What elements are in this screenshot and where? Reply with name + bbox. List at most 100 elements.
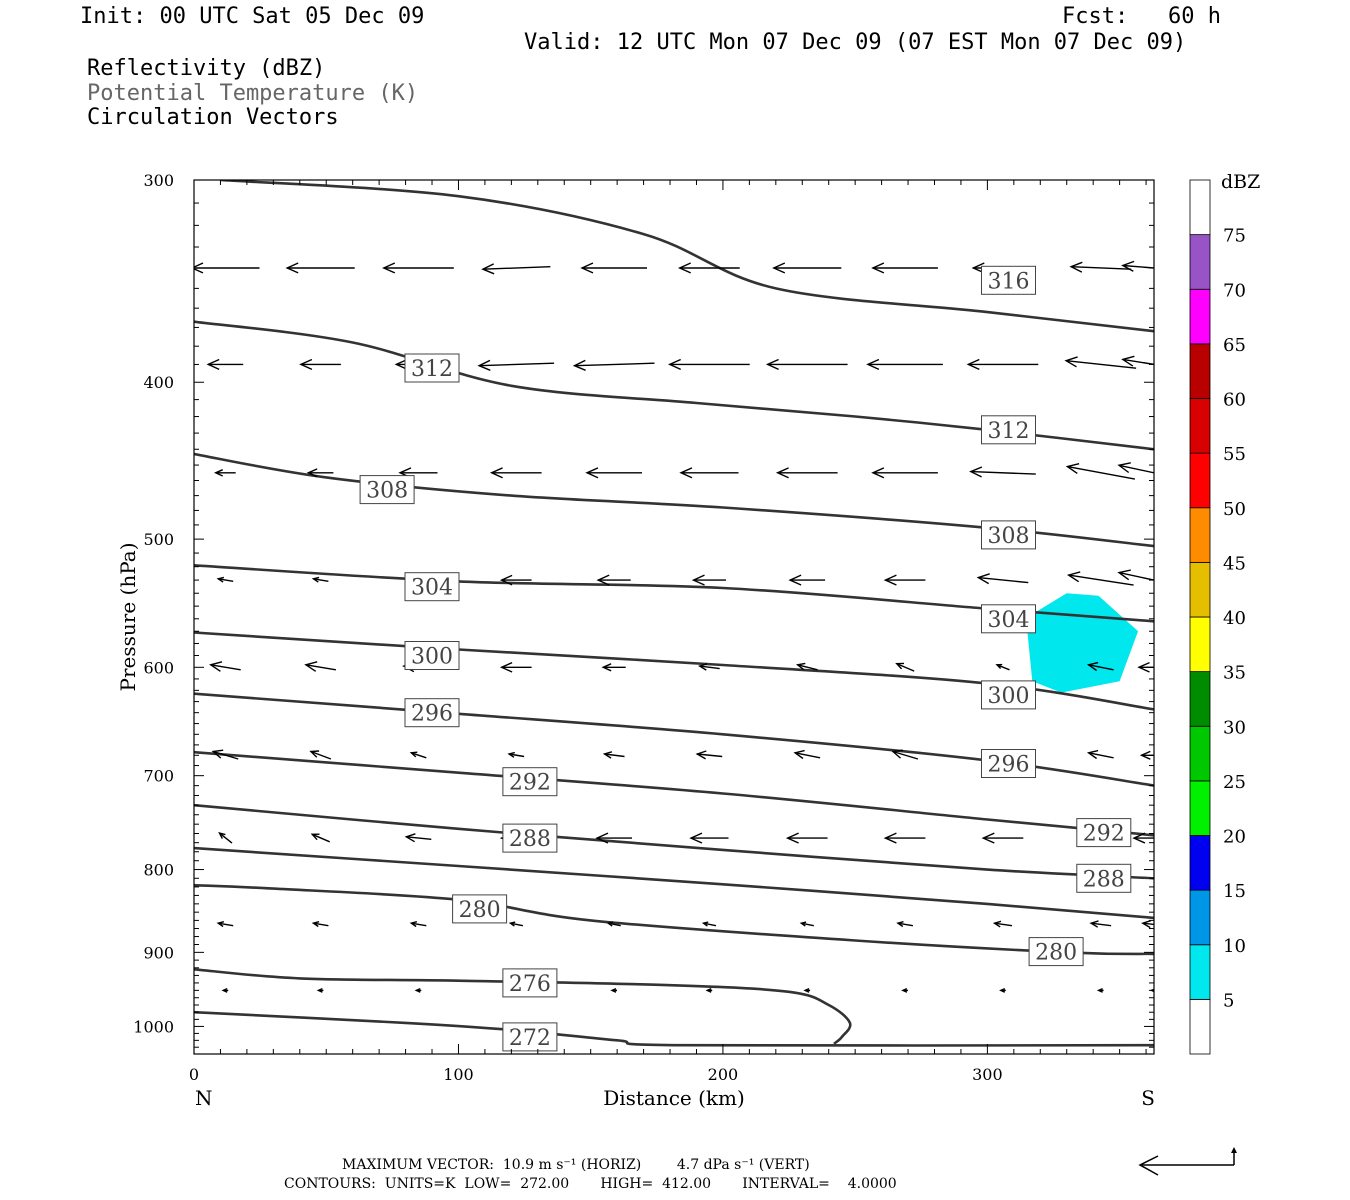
isentrope-label: 272 xyxy=(502,1022,558,1052)
circulation-vector xyxy=(966,358,1039,371)
circulation-vector xyxy=(1069,261,1132,273)
circulation-vector xyxy=(883,832,926,844)
field-reflectivity: Reflectivity (dBZ) xyxy=(87,56,326,81)
circulation-vector xyxy=(285,262,355,274)
circulation-vector xyxy=(871,262,938,274)
circulation-vector xyxy=(799,921,814,927)
isentrope-label: 304 xyxy=(981,604,1036,634)
circulation-vector xyxy=(311,576,329,583)
circulation-vector xyxy=(209,661,241,672)
circulation-vector xyxy=(216,576,234,583)
circulation-vector xyxy=(1121,260,1154,272)
colorbar-label: 50 xyxy=(1223,499,1246,520)
circulation-vector xyxy=(213,469,236,477)
circulation-vector xyxy=(895,662,915,672)
isentrope-label: 312 xyxy=(981,415,1036,445)
circulation-vector xyxy=(194,262,260,274)
footer-maximum-vector: MAXIMUM VECTOR: 10.9 m s⁻¹ (HORIZ) 4.7 d… xyxy=(342,1157,810,1173)
colorbar-box xyxy=(1189,179,1211,236)
circulation-vector xyxy=(871,467,938,479)
svg-text:312: 312 xyxy=(411,357,453,382)
circulation-vector xyxy=(765,358,848,371)
circulation-vector xyxy=(221,987,229,993)
circulation-vector xyxy=(580,262,647,274)
circulation-vector xyxy=(299,358,341,371)
circulation-vector xyxy=(705,987,713,993)
isentrope-272 xyxy=(194,1010,1154,1047)
isentrope-label: 288 xyxy=(502,823,558,853)
svg-text:292: 292 xyxy=(1083,822,1125,847)
svg-text:316: 316 xyxy=(988,269,1030,294)
svg-text:292: 292 xyxy=(509,771,551,796)
circulation-vector xyxy=(691,574,726,586)
colorbar-label: 10 xyxy=(1223,936,1246,957)
svg-text:300: 300 xyxy=(988,684,1030,709)
circulation-vector xyxy=(206,358,244,371)
colorbar-label: 25 xyxy=(1223,772,1246,793)
circulation-vector xyxy=(572,359,655,371)
svg-text:300: 300 xyxy=(411,645,453,670)
circulation-vector xyxy=(304,661,337,672)
circulation-vector xyxy=(1066,571,1134,586)
isentrope-292 xyxy=(194,750,1154,837)
circulation-vector xyxy=(310,833,330,843)
isentrope-label: 308 xyxy=(359,475,415,505)
footer-contour-info: CONTOURS: UNITS=K LOW= 272.00 HIGH= 412.… xyxy=(284,1176,897,1192)
circulation-vector xyxy=(1096,987,1104,993)
y-tick-label: 1000 xyxy=(133,1017,174,1036)
svg-text:276: 276 xyxy=(509,972,551,997)
circulation-vector xyxy=(311,921,329,928)
colorbar-box xyxy=(1189,452,1211,509)
circulation-vector xyxy=(1132,832,1154,844)
circulation-vector xyxy=(606,921,621,927)
circulation-vector xyxy=(803,987,811,993)
isentrope-284 xyxy=(194,846,1154,920)
circulation-vector xyxy=(995,663,1010,671)
circulation-vector xyxy=(883,574,926,586)
circulation-vector xyxy=(793,749,821,760)
init-time: Init: 00 UTC Sat 05 Dec 09 xyxy=(80,4,425,29)
circulation-vector xyxy=(585,467,642,479)
colorbar-label: 60 xyxy=(1223,390,1246,411)
colorbar-box xyxy=(1189,780,1211,836)
circulation-vector xyxy=(701,921,717,927)
circulation-vector xyxy=(772,262,842,274)
isentrope-label: 288 xyxy=(1076,863,1132,893)
circulation-vector xyxy=(795,662,818,671)
circulation-vector xyxy=(677,262,740,274)
circulation-vector xyxy=(1141,919,1154,929)
circulation-vector xyxy=(896,921,914,928)
svg-text:308: 308 xyxy=(366,479,408,504)
field-potential-temperature: Potential Temperature (K) xyxy=(87,81,419,106)
colorbar-label: 45 xyxy=(1223,553,1246,574)
y-tick-label: 800 xyxy=(143,861,174,880)
isentrope-label: 316 xyxy=(981,265,1036,295)
circulation-vector xyxy=(999,987,1006,993)
circulation-vector xyxy=(602,751,625,759)
circulation-vector xyxy=(507,751,525,758)
forecast-hour: Fcst: 60 h xyxy=(1062,4,1221,29)
circulation-vector xyxy=(1139,750,1154,760)
circulation-vector xyxy=(489,467,542,479)
isentrope-label: 280 xyxy=(1028,937,1084,967)
circulation-vector xyxy=(992,920,1013,928)
x-tick-label: 0 xyxy=(189,1065,199,1084)
colorbar-box xyxy=(1189,507,1211,563)
reflectivity-area xyxy=(1027,593,1139,693)
colorbar-box xyxy=(1189,725,1211,782)
x-tick-label: 100 xyxy=(443,1065,474,1084)
colorbar-box xyxy=(1189,998,1211,1055)
isentrope-label: 292 xyxy=(1076,818,1132,848)
isentrope-label: 296 xyxy=(404,698,460,728)
circulation-vector xyxy=(698,663,720,671)
colorbar-box xyxy=(1189,889,1211,946)
isentrope-label: 296 xyxy=(981,749,1036,778)
isentrope-label: 300 xyxy=(981,680,1036,710)
circulation-vector xyxy=(309,750,332,760)
svg-text:288: 288 xyxy=(1083,867,1125,892)
y-tick-label: 400 xyxy=(143,373,174,392)
circulation-vector xyxy=(481,263,551,275)
isentrope-label: 292 xyxy=(502,767,558,797)
isentrope-label: 276 xyxy=(502,968,558,998)
